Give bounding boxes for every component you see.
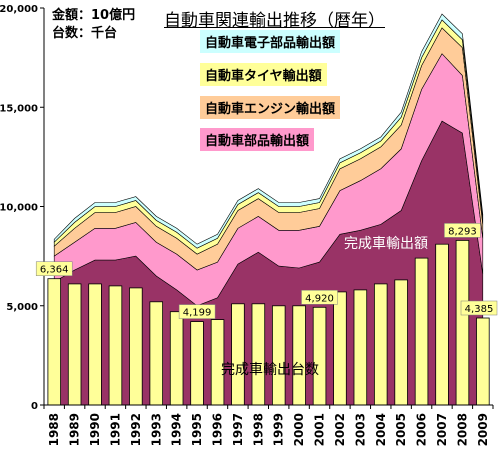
x-tick-label: 1996 [210, 413, 224, 446]
bar-data-labels: 6,364 4,199 4,920 8,293 4,385 [35, 223, 498, 319]
unit-bar [47, 278, 62, 406]
y-tick-label: 10,000 [0, 203, 38, 214]
vehicle-units-label: 完成車輸出台数 [221, 362, 319, 378]
data-label-box [35, 261, 73, 276]
axes: 0 5,000 10,000 15,000 20,000 1988 1989 1990 1991… [0, 4, 494, 446]
unit-bar [231, 303, 245, 406]
x-tick-label: 1989 [68, 413, 82, 446]
data-label-box [444, 223, 481, 238]
x-tick-label: 2004 [374, 413, 388, 446]
data-label: 4,920 [305, 293, 334, 304]
unit-bar [455, 239, 470, 406]
data-label-box [460, 300, 498, 316]
x-tick-label: 1997 [231, 413, 245, 446]
unit-bar [435, 243, 449, 406]
unit-bar [169, 311, 184, 406]
unit-bar [353, 289, 368, 406]
unit-bar [312, 306, 327, 406]
x-tick-label: 2007 [435, 413, 449, 446]
count-unit-label: 台数：千台 [52, 26, 118, 41]
x-tick-label: 1992 [129, 413, 143, 446]
x-tick-label: 2009 [476, 413, 490, 446]
x-tick-label: 1995 [190, 413, 204, 446]
unit-bar [88, 283, 102, 406]
x-tick-label: 1994 [170, 413, 184, 446]
x-tick-label: 1998 [251, 413, 265, 446]
unit-bar [476, 317, 490, 406]
unit-bar [271, 305, 286, 406]
unit-bar [129, 287, 143, 406]
legend-tire: 自動車タイヤ輸出額 [200, 63, 327, 86]
data-label-box [178, 304, 216, 319]
x-tick-label: 1993 [149, 413, 163, 446]
x-tick-label: 2005 [394, 413, 408, 446]
unit-bar [333, 291, 347, 406]
legend-parts: 自動車部品輸出額 [200, 128, 315, 151]
vehicle-amount-label: 完成車輸出額 [344, 236, 428, 252]
unit-bar [67, 283, 82, 406]
y-tick-label: 5,000 [6, 302, 38, 313]
y-tick-label: 15,000 [0, 103, 38, 114]
amount-unit-label: 金額：10億円 [52, 8, 136, 23]
y-tick-label: 0 [31, 401, 38, 412]
x-tick-label: 1991 [108, 413, 122, 446]
area-series-4 [53, 13, 484, 249]
y-tick-label: 20,000 [0, 4, 38, 15]
x-tick-label: 1990 [88, 413, 102, 446]
data-label: 4,199 [183, 308, 212, 319]
chart-title: 自動車関連輸出推移（暦年） [164, 11, 385, 31]
unit-bar [373, 283, 388, 406]
data-label-box [301, 290, 338, 305]
unit-bar [292, 305, 306, 406]
x-tick-label: 2008 [455, 413, 469, 446]
x-tick-label: 2002 [333, 413, 347, 446]
unit-bar [108, 285, 123, 406]
x-tick-label: 2006 [415, 413, 429, 446]
data-label: 4,385 [465, 304, 494, 315]
x-tick-label: 2001 [313, 413, 327, 446]
data-label: 8,293 [448, 226, 477, 237]
unit-bar [190, 321, 204, 406]
unit-bar [414, 257, 429, 406]
unit-bar [251, 303, 266, 406]
unit-bar [149, 301, 163, 406]
x-tick-label: 2000 [292, 413, 306, 446]
legend-engine: 自動車エンジン輸出額 [200, 96, 341, 119]
x-tick-label: 1999 [272, 413, 286, 446]
unit-bar [394, 279, 408, 406]
legend-electronics: 自動車電子部品輸出額 [200, 30, 341, 53]
x-tick-label: 2003 [353, 413, 367, 446]
data-label: 6,364 [40, 265, 69, 276]
x-tick-label: 1988 [47, 413, 61, 446]
